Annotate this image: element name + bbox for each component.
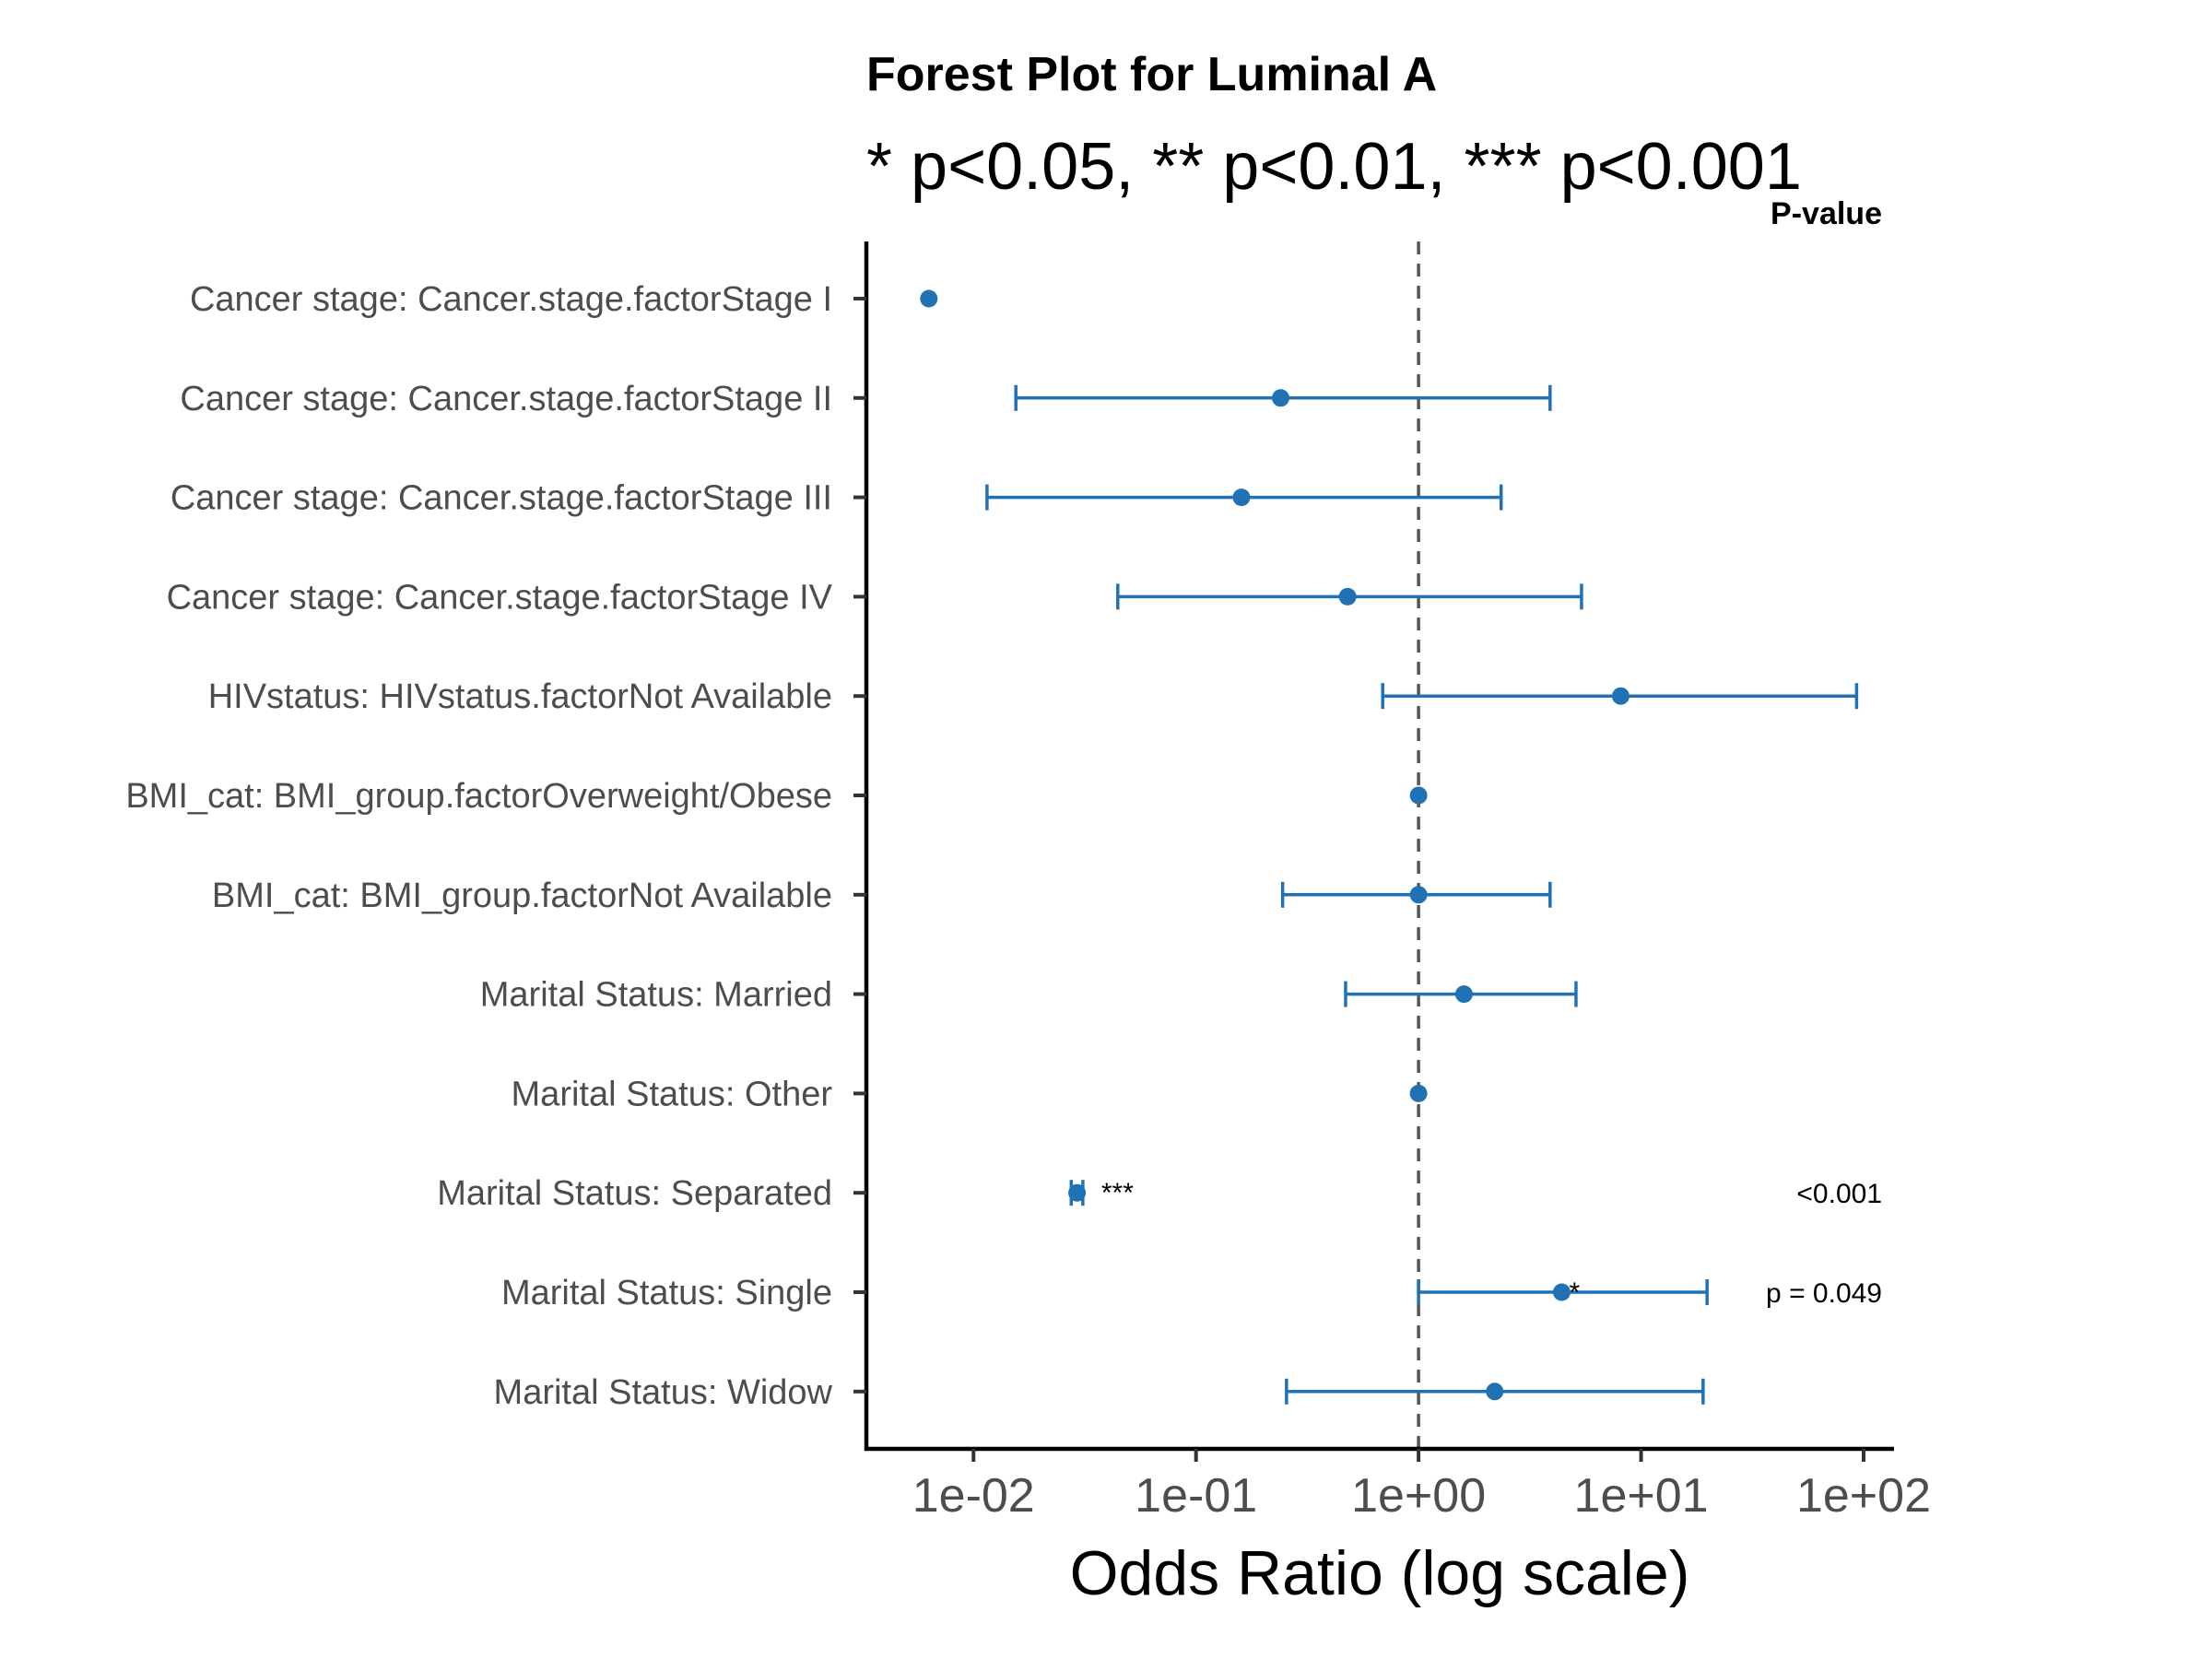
x-tick-label: 1e+01 bbox=[1574, 1469, 1709, 1523]
point-estimate bbox=[1338, 587, 1357, 606]
x-tick-label: 1e+02 bbox=[1796, 1469, 1931, 1523]
point-estimate bbox=[1232, 488, 1251, 507]
significance-stars: *** bbox=[1101, 1178, 1134, 1208]
significance-stars: * bbox=[1569, 1277, 1580, 1308]
x-tick-label: 1e-01 bbox=[1135, 1469, 1257, 1523]
row-label: Cancer stage: Cancer.stage.factorStage I… bbox=[180, 380, 832, 418]
p-value-label: <0.001 bbox=[1796, 1179, 1882, 1209]
x-axis-label: Odds Ratio (log scale) bbox=[1070, 1538, 1690, 1608]
row-label: Marital Status: Married bbox=[480, 976, 832, 1015]
row-label: Marital Status: Single bbox=[501, 1274, 832, 1312]
row-label: Cancer stage: Cancer.stage.factorStage I… bbox=[171, 479, 832, 518]
point-estimate bbox=[1409, 886, 1428, 904]
point-estimate bbox=[1068, 1183, 1087, 1202]
point-estimate bbox=[1409, 786, 1428, 805]
row-label: Marital Status: Other bbox=[512, 1075, 833, 1113]
chart-title: Forest Plot for Luminal A bbox=[866, 48, 1437, 101]
row-label: HIVstatus: HIVstatus.factorNot Available bbox=[208, 677, 832, 716]
row-label: Marital Status: Widow bbox=[494, 1373, 833, 1412]
pvalue-column-header: P-value bbox=[1771, 196, 1882, 231]
row-label: Cancer stage: Cancer.stage.factorStage I bbox=[190, 280, 832, 319]
p-value-label: p = 0.049 bbox=[1766, 1278, 1882, 1309]
chart-subtitle: * p<0.05, ** p<0.01, *** p<0.001 bbox=[866, 130, 1802, 204]
point-estimate bbox=[1552, 1283, 1571, 1301]
point-estimate bbox=[1611, 687, 1630, 705]
point-estimate bbox=[1486, 1382, 1504, 1401]
point-estimate bbox=[1454, 985, 1473, 1004]
row-label: BMI_cat: BMI_group.factorOverweight/Obes… bbox=[125, 777, 832, 816]
plot-area: 1e-02 1e-01 1e+00 1e+01 1e+02 Cancer stage: C… bbox=[125, 241, 1931, 1523]
row-label: BMI_cat: BMI_group.factorNot Available bbox=[212, 877, 832, 915]
x-tick-label: 1e-02 bbox=[912, 1469, 1035, 1523]
point-estimate bbox=[1409, 1084, 1428, 1102]
x-tick-label: 1e+00 bbox=[1351, 1469, 1486, 1523]
point-estimate bbox=[1271, 389, 1289, 407]
row-label: Marital Status: Separated bbox=[437, 1174, 832, 1213]
row-label: Cancer stage: Cancer.stage.factorStage I… bbox=[167, 578, 833, 617]
point-estimate bbox=[920, 289, 938, 308]
